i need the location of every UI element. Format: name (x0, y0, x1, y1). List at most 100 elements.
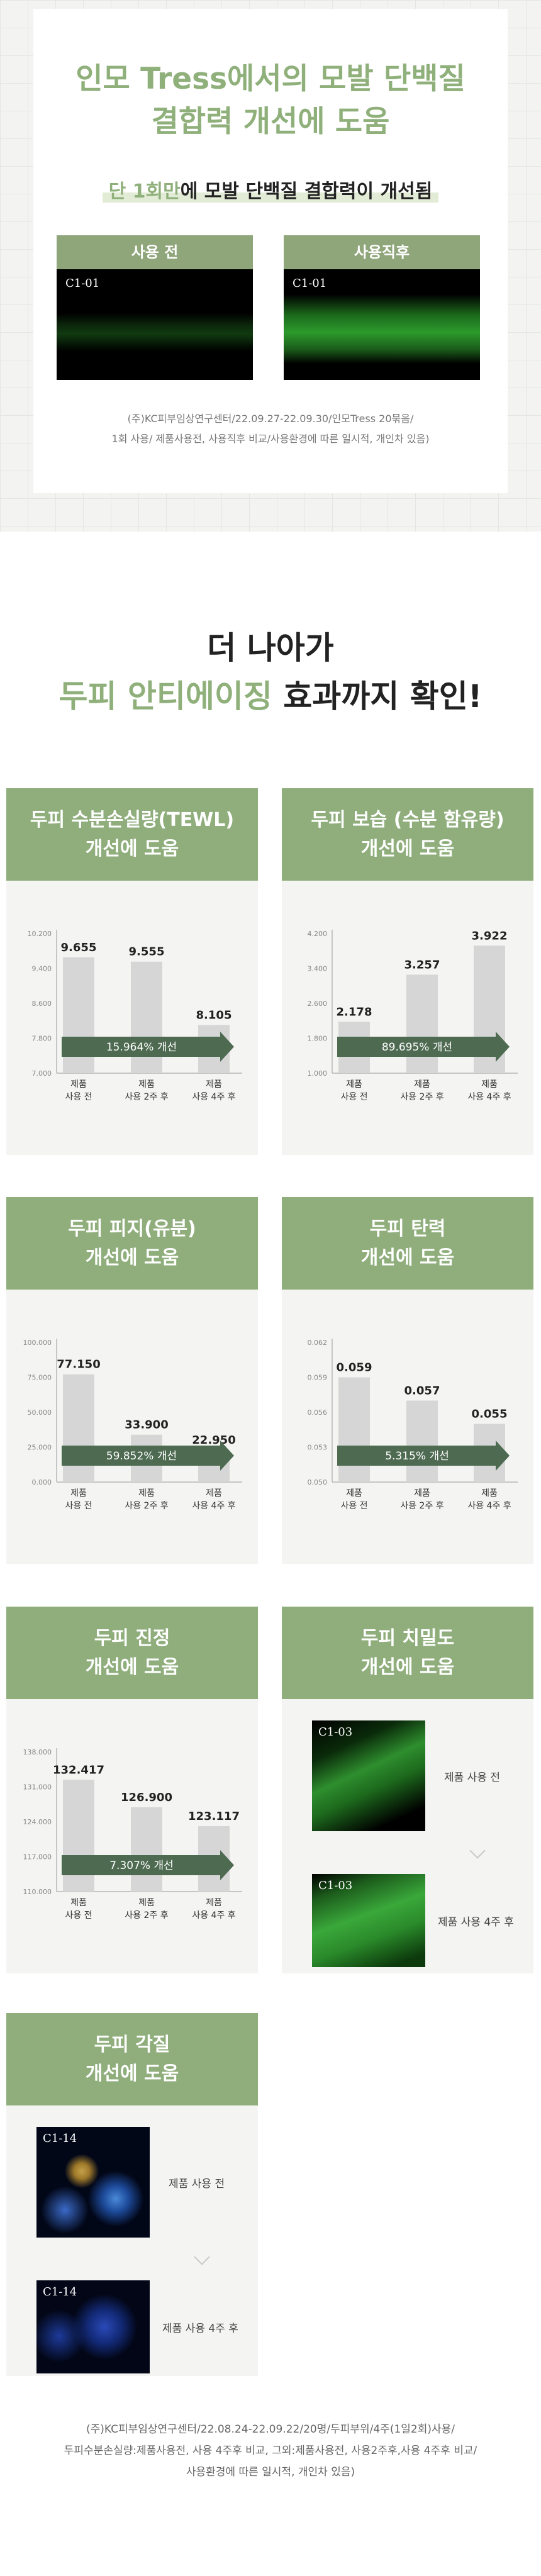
main-title-line1: 인모 Tress에서의 모발 단백질 (75, 62, 466, 96)
data-label: 3.922 (472, 929, 508, 942)
card-tewl: 두피 수분손실량(TEWL) 개선에 도움 7.000 7.800 8.600 9.4… (6, 788, 258, 1155)
card-sebum-title: 두피 피지(유분) (68, 1217, 196, 1240)
top-note-line2: 1회 사용/ 제품사용전, 사용직후 비교/사용환경에 따른 일시적, 개인차 … (111, 433, 430, 445)
card-elasticity-body: 0.050 0.053 0.056 0.059 0.062 0.059 제품 사용 전 0.05… (282, 1290, 533, 1564)
card-keratin: 두피 각질 개선에 도움 C1-14 제품 사용 전 C1-14 제품 사용 4… (6, 2013, 258, 2376)
category-label: 사용 전 (65, 1501, 92, 1511)
before-micrograph: C1-01 (57, 269, 253, 380)
density-before-image: C1-03 (312, 1720, 425, 1831)
improvement-arrow (337, 1441, 510, 1471)
section2-title-line2: 두피 안티에이징 효과까지 확인! (0, 674, 541, 718)
keratin-sample1: C1-14 (43, 2132, 77, 2145)
card-elasticity-header: 두피 탄력 개선에 도움 (282, 1197, 533, 1290)
density-after-image: C1-03 (312, 1874, 425, 1967)
card-soothing-subtitle: 개선에 도움 (85, 1656, 179, 1678)
after-micrograph: C1-01 (284, 269, 480, 380)
y-tick-label: 0.059 (308, 1374, 328, 1382)
card-tewl-header: 두피 수분손실량(TEWL) 개선에 도움 (6, 788, 258, 881)
data-label: 22.950 (192, 1434, 235, 1447)
bar (406, 974, 438, 1073)
category-label: 사용 4주 후 (467, 1092, 511, 1102)
card-moisture-title: 두피 보습 (수분 함유량) (311, 808, 505, 831)
data-label: 77.150 (57, 1358, 100, 1371)
card-keratin-header: 두피 각질 개선에 도움 (6, 2013, 258, 2105)
bar (338, 1377, 370, 1482)
improvement-label: 5.315% 개선 (385, 1450, 449, 1463)
improvement-label: 7.307% 개선 (109, 1860, 174, 1872)
main-title-line2: 결합력 개선에 도움 (151, 104, 390, 139)
card-tewl-title: 두피 수분손실량(TEWL) (30, 808, 235, 831)
y-tick-label: 25.000 (28, 1444, 52, 1452)
section2-title-line1: 더 나아가 (207, 630, 334, 666)
card-moisture-subtitle: 개선에 도움 (360, 837, 455, 860)
after-sample-label: C1-01 (293, 277, 327, 290)
data-label: 0.057 (404, 1385, 440, 1398)
y-tick-label: 1.000 (308, 1069, 328, 1078)
moisture-chart: 1.000 1.800 2.600 3.400 4.200 2.178 제품사용 전 3.25… (308, 929, 518, 1102)
category-label: 제품 (481, 1079, 498, 1090)
data-label: 2.178 (337, 1005, 372, 1018)
before-column: 사용 전 C1-01 (57, 235, 253, 380)
category-label: 제품 (138, 1079, 155, 1090)
category-label: 제품 (414, 1488, 430, 1498)
soothing-chart: 110.000 117.000 124.000 131.000 138.000132.4… (23, 1748, 242, 1921)
category-label: 사용 2주 후 (400, 1092, 443, 1102)
card-sebum: 두피 피지(유분) 개선에 도움 0.000 25.000 50.000 75.000… (6, 1197, 258, 1564)
card-keratin-body: C1-14 제품 사용 전 C1-14 제품 사용 4주 후 (6, 2105, 258, 2376)
category-label: 사용 전 (340, 1501, 367, 1511)
after-column: 사용직후 C1-01 (284, 235, 480, 380)
improvement-label: 59.852% 개선 (106, 1450, 177, 1463)
category-label: 제품 (481, 1488, 498, 1498)
card-density-title: 두피 치밀도 (360, 1627, 455, 1649)
card-soothing: 두피 진정 개선에 도움 110.000 117.000 124.000 131.00… (6, 1607, 258, 1973)
section2-title-rest: 효과까지 확인! (272, 678, 482, 715)
y-tick-label: 1.800 (308, 1035, 328, 1043)
y-tick-label: 0.000 (32, 1478, 52, 1486)
density-sample2: C1-03 (318, 1879, 353, 1892)
category-label: 제품 (206, 1488, 222, 1498)
improvement-label: 89.695% 개선 (382, 1041, 452, 1054)
y-tick-label: 3.400 (308, 965, 328, 973)
y-tick-label: 0.053 (308, 1444, 328, 1452)
category-label: 사용 전 (340, 1092, 367, 1102)
category-label: 제품 (138, 1898, 155, 1908)
y-tick-label: 0.050 (308, 1478, 328, 1486)
card-moisture-body: 1.000 1.800 2.600 3.400 4.200 2.178 제품 사용 전 3.25… (282, 881, 533, 1155)
data-label: 0.059 (337, 1361, 372, 1374)
category-label: 제품 (346, 1488, 362, 1498)
card-sebum-subtitle: 개선에 도움 (85, 1246, 179, 1269)
category-label: 제품 (70, 1898, 87, 1908)
y-tick-label: 9.400 (32, 965, 52, 973)
top-note-line1: (주)KC피부임상연구센터/22.09.27-22.09.30/인모Tress … (127, 413, 414, 425)
chevron-down-icon (469, 1843, 486, 1859)
card-density-subtitle: 개선에 도움 (360, 1656, 455, 1678)
y-tick-label: 8.600 (32, 1000, 52, 1008)
bar (406, 1400, 438, 1482)
category-label: 사용 4주 후 (467, 1501, 511, 1511)
y-tick-label: 0.062 (308, 1339, 328, 1347)
footer-note-line2: 두피수분손실량:제품사용전, 사용 4주후 비교, 그외:제품사용전, 사용2주… (64, 2445, 477, 2457)
card-sebum-header: 두피 피지(유분) 개선에 도움 (6, 1197, 258, 1290)
data-label: 33.900 (125, 1419, 168, 1432)
category-label: 제품 (346, 1079, 362, 1090)
data-label: 123.117 (188, 1810, 240, 1823)
category-label: 사용 4주 후 (192, 1501, 235, 1511)
card-soothing-body: 110.000 117.000 124.000 131.000 138.000 132.4… (6, 1699, 258, 1973)
y-tick-label: 131.000 (23, 1783, 52, 1792)
card-tewl-body: 7.000 7.800 8.600 9.400 10.200 9.655 제품 사용 전 9.5… (6, 881, 258, 1155)
card-sebum-body: 0.000 25.000 50.000 75.000 100.000 77.150 제품 사용… (6, 1290, 258, 1564)
footer-note-line1: (주)KC피부임상연구센터/22.08.24-22.09.22/20명/두피부위… (86, 2423, 455, 2436)
improvement-arrow (337, 1032, 510, 1062)
density-caption2: 제품 사용 4주 후 (438, 1916, 514, 1929)
data-label: 3.257 (404, 958, 440, 971)
category-label: 제품 (70, 1079, 87, 1090)
category-label: 사용 전 (65, 1092, 92, 1102)
bar (63, 1374, 94, 1482)
card-soothing-header: 두피 진정 개선에 도움 (6, 1607, 258, 1699)
sebum-chart: 0.000 25.000 50.000 75.000 100.000 77.150 제품사용… (23, 1339, 242, 1511)
keratin-caption1: 제품 사용 전 (169, 2178, 225, 2190)
card-elasticity-title: 두피 탄력 (369, 1217, 446, 1240)
data-label: 9.555 (129, 945, 165, 959)
y-tick-label: 117.000 (23, 1853, 52, 1861)
